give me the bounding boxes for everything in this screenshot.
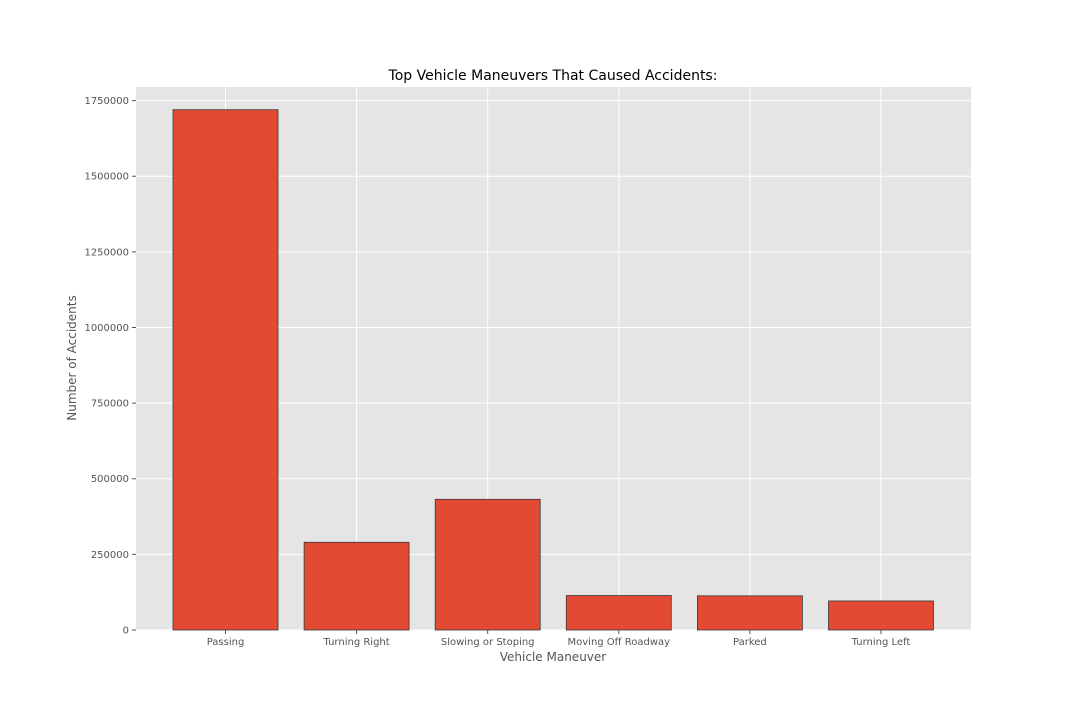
x-tick-label: Slowing or Stoping xyxy=(441,637,535,648)
x-tick-label: Turning Left xyxy=(851,637,911,648)
x-tick-label: Turning Right xyxy=(323,637,390,648)
bar xyxy=(303,541,410,631)
y-tick-label: 250000 xyxy=(91,550,129,561)
y-axis-label: Number of Accidents xyxy=(65,295,79,421)
x-tick-label: Parked xyxy=(733,637,767,648)
bar xyxy=(434,498,541,631)
y-tick-label: 1750000 xyxy=(84,96,129,107)
y-tick-label: 1000000 xyxy=(84,323,129,334)
x-tick-label: Moving Off Roadway xyxy=(568,637,671,648)
y-tick-label: 750000 xyxy=(91,399,129,410)
x-axis-ticks: Passing Turning Right Slowing or Stoping Mo… xyxy=(207,630,911,648)
y-axis-ticks: 0 250000 500000 750000 1000000 1250000 1500000… xyxy=(84,96,136,637)
y-tick-label: 1500000 xyxy=(84,172,129,183)
bar xyxy=(565,595,672,631)
x-tick-label: Passing xyxy=(207,637,245,648)
bar xyxy=(828,600,934,631)
y-tick-label: 0 xyxy=(123,626,129,637)
bars xyxy=(172,109,934,631)
bar xyxy=(697,595,803,631)
chart-title: Top Vehicle Maneuvers That Caused Accide… xyxy=(388,68,718,84)
y-tick-label: 500000 xyxy=(91,474,129,485)
x-axis-label: Vehicle Maneuver xyxy=(500,650,607,664)
bar xyxy=(172,109,279,631)
y-tick-label: 1250000 xyxy=(84,247,129,258)
